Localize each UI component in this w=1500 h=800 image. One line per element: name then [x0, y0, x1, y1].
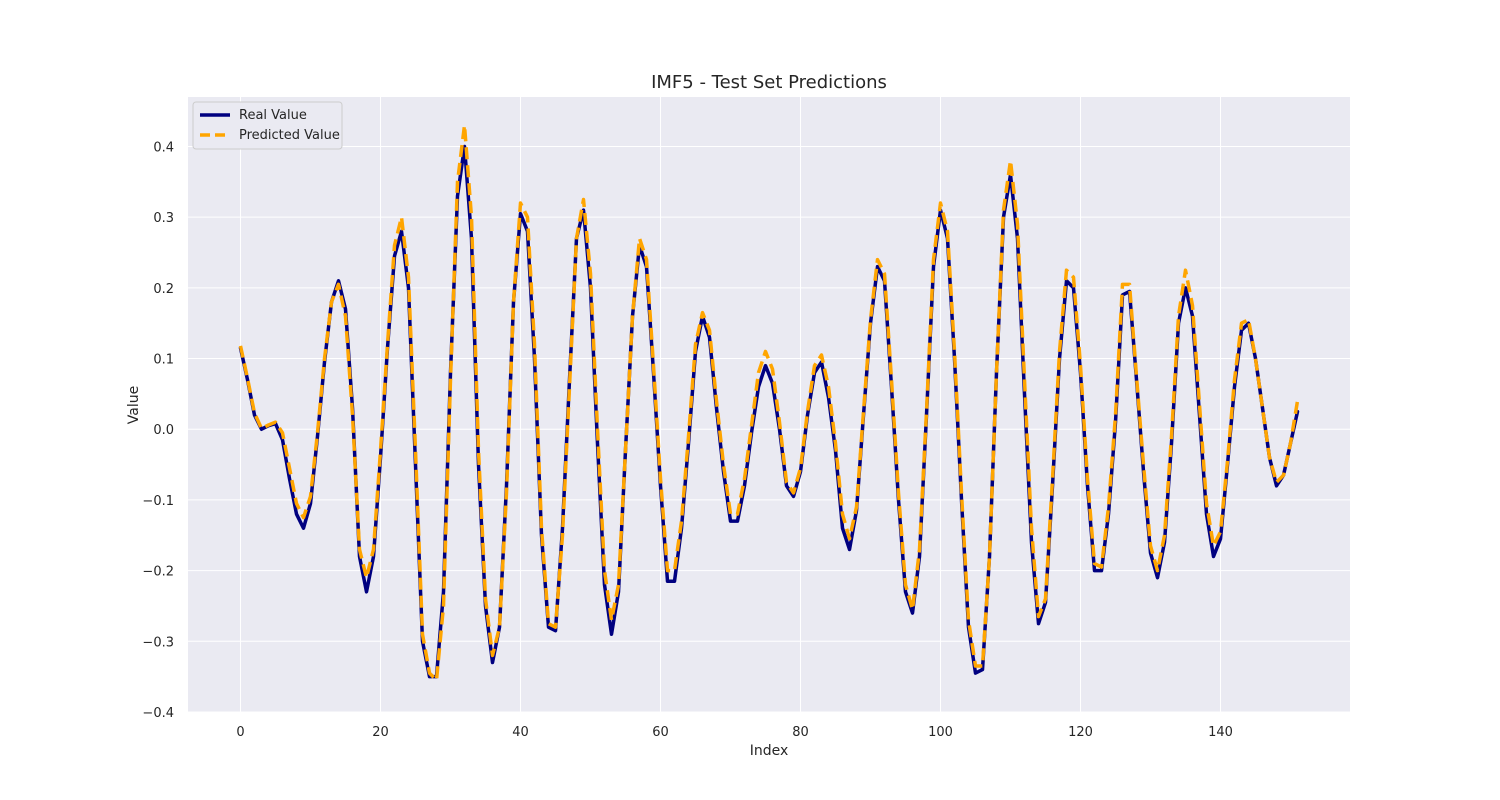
y-tick-label: −0.3: [142, 635, 174, 650]
y-tick-label: 0.0: [153, 423, 174, 438]
plot-background: [188, 97, 1350, 712]
y-axis-ticks: −0.4 −0.3 −0.2 −0.1 0.0 0.1 0.2 0.3 0.4: [142, 140, 174, 721]
y-tick-label: −0.2: [142, 565, 174, 580]
x-tick-label: 60: [652, 725, 669, 740]
y-tick-label: −0.4: [142, 706, 174, 721]
legend-box: [192, 101, 343, 150]
legend-label-real: Real Value: [239, 108, 307, 123]
x-tick-label: 120: [1068, 725, 1093, 740]
x-tick-label: 0: [236, 725, 244, 740]
x-axis-label: Index: [750, 743, 789, 759]
y-tick-label: 0.3: [153, 211, 174, 226]
x-tick-label: 20: [372, 725, 389, 740]
y-tick-label: 0.4: [153, 140, 174, 155]
x-tick-label: 140: [1208, 725, 1233, 740]
legend: Real Value Predicted Value: [192, 101, 343, 150]
x-tick-label: 100: [928, 725, 953, 740]
x-tick-label: 80: [792, 725, 809, 740]
series-line-predicted-value: [238, 123, 1300, 682]
x-axis-ticks: 0 20 40 60 80 100 120 140: [236, 725, 1233, 740]
y-axis-label: Value: [126, 386, 142, 424]
legend-label-predicted: Predicted Value: [239, 128, 340, 143]
y-tick-label: 0.1: [153, 353, 174, 368]
chart-title: IMF5 - Test Set Predictions: [651, 72, 887, 93]
grid: [188, 97, 1350, 713]
series-layer: [238, 123, 1300, 682]
y-tick-label: −0.1: [142, 494, 174, 509]
x-tick-label: 40: [512, 725, 529, 740]
y-tick-label: 0.2: [153, 282, 174, 297]
